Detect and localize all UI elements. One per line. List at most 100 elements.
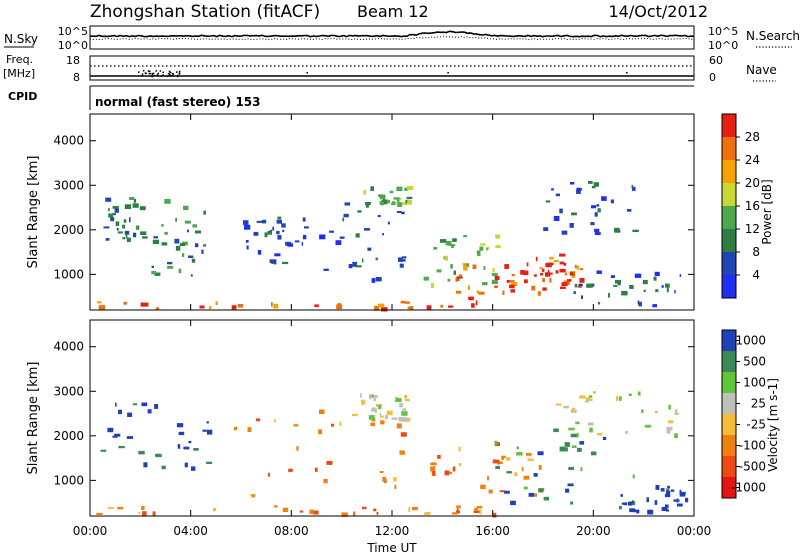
range-gate-cell [516,446,519,450]
range-gate-cell [576,189,581,194]
range-gate-cell [369,394,372,400]
freq-point [152,72,155,75]
range-gate-cell [579,268,583,271]
range-gate-cell [551,188,554,191]
range-gate-cell [617,282,621,286]
range-gate-cell [138,512,141,514]
freq-scatter [138,70,628,78]
range-gate-cell [174,238,180,244]
range-gate-cell [594,228,600,233]
range-gate-cell [161,242,168,246]
range-gate-cell [183,446,190,450]
range-gate-cell [497,459,500,465]
range-gate-cell [545,200,551,203]
range-gate-cell [212,508,217,512]
range-gate-cell [433,246,438,250]
range-gate-cell [384,415,388,419]
range-gate-cell [302,234,307,240]
freq-point [148,72,150,75]
range-gate-cell [514,472,518,476]
range-gate-cell [588,181,593,184]
range-gate-cell [401,256,407,259]
range-gate-cell [570,433,577,438]
range-gate-cell [567,483,574,487]
range-gate-cell [520,270,525,275]
y-tick-label: 1000 [53,473,84,487]
range-gate-cell [462,263,466,266]
range-gate-cell [486,248,488,251]
range-gate-cell [666,287,669,293]
range-gate-cell [545,272,551,277]
range-gate-cell [432,471,436,476]
range-gate-cell [632,500,634,504]
range-gate-cell [405,417,411,422]
colorbar-segment [722,183,736,206]
power-colorbar: 4 8 12 16 20 24 28 [721,113,760,299]
freq-point [172,73,174,75]
range-gate-cell [445,241,452,246]
range-gate-cell [129,197,135,200]
range-gate-cell [660,488,665,492]
range-gate-cell [676,498,679,503]
range-gate-cell [533,274,537,277]
range-gate-cell [452,466,456,472]
range-gate-cell [570,409,577,413]
range-gate-cell [480,243,486,246]
range-gate-cell [319,234,326,240]
range-gate-cell [458,463,462,467]
range-gate-cell [381,307,388,312]
range-gate-cell [256,220,263,223]
freq-point [171,74,173,77]
range-gate-cell [654,271,660,276]
range-gate-cell [492,267,495,273]
range-gate-cell [589,395,593,398]
range-gate-cell [501,455,506,459]
range-gate-cell [401,211,405,215]
x-tick-label: 04:00 [173,524,208,538]
range-gate-cell [112,206,119,209]
range-gate-cell [610,199,614,204]
colorbar-tick-label: 25 [751,397,766,411]
xlabel: Time UT [366,541,417,554]
range-gate-cell [674,412,679,415]
range-gate-cell [302,217,306,222]
range-gate-cell [568,427,575,431]
freq-frame [89,55,695,81]
colorbar-tick-label: 100 [743,376,766,390]
freq-point [169,75,172,77]
freq-point [141,75,144,77]
freq-point [155,70,157,72]
range-gate-cell [379,415,384,418]
range-gate-cell [177,444,181,449]
range-gate-cell [620,494,623,497]
range-gate-cell [395,398,402,402]
range-gate-cell [105,197,112,202]
range-gate-cell [374,305,380,311]
range-gate-cell [175,245,181,251]
range-gate-cell [154,272,161,276]
power-data [97,181,682,312]
y-tick-label: 4000 [53,134,84,148]
range-gate-cell [574,264,577,269]
range-gate-cell [116,228,119,231]
range-gate-cell [465,263,469,268]
range-gate-cell [579,395,586,399]
colorbar-segment [722,477,736,498]
colorbar-tick-label: 500 [743,355,766,369]
range-gate-cell [115,221,120,226]
range-gate-cell [655,289,659,293]
range-gate-cell [379,194,386,200]
range-gate-cell [531,285,536,291]
range-gate-cell [596,204,600,207]
colorbar-segment [722,351,736,372]
colorbar-tick-label: -500 [739,460,766,474]
range-gate-cell [655,485,660,490]
power-frame [89,113,695,311]
range-gate-cell [255,418,261,422]
range-gate-cell [534,493,538,497]
range-gate-cell [98,305,106,310]
range-gate-cell [576,187,582,191]
range-gate-cell [495,465,500,469]
freq-point [162,71,164,74]
range-gate-cell [629,508,636,513]
